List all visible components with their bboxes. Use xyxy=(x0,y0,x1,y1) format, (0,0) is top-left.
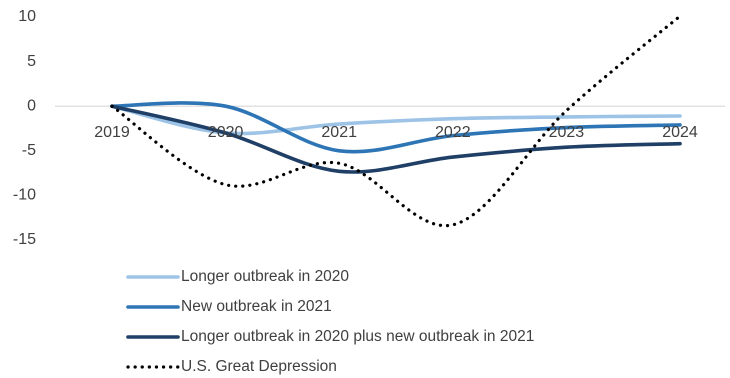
y-tick-label: 10 xyxy=(18,8,36,25)
x-axis-ticks: 2019 2020 2021 2022 2023 2024 xyxy=(94,124,698,141)
y-tick-label: -15 xyxy=(13,231,36,248)
y-axis-ticks: 10 5 0 -5 -10 -15 xyxy=(13,8,36,248)
y-tick-label: -5 xyxy=(22,142,36,159)
y-tick-label: 5 xyxy=(27,53,36,70)
legend-label: Longer outbreak in 2020 xyxy=(181,268,349,285)
series-line xyxy=(110,101,682,154)
series-line xyxy=(110,14,682,228)
x-tick-label: 2023 xyxy=(549,124,585,141)
y-tick-label: 0 xyxy=(27,97,36,114)
series-line xyxy=(110,104,682,136)
series-layer xyxy=(110,14,682,228)
x-tick-label: 2024 xyxy=(662,124,698,141)
x-tick-label: 2022 xyxy=(435,124,471,141)
y-tick-label: -10 xyxy=(13,187,36,204)
x-tick-label: 2019 xyxy=(94,124,130,141)
x-tick-label: 2021 xyxy=(321,124,357,141)
legend-label: New outbreak in 2021 xyxy=(181,298,332,315)
series-line xyxy=(110,104,682,174)
legend: Longer outbreak in 2020 New outbreak in 2… xyxy=(126,268,534,375)
x-tick-label: 2020 xyxy=(208,124,244,141)
legend-label: Longer outbreak in 2020 plus new outbrea… xyxy=(181,328,534,345)
legend-label: U.S. Great Depression xyxy=(181,358,337,375)
